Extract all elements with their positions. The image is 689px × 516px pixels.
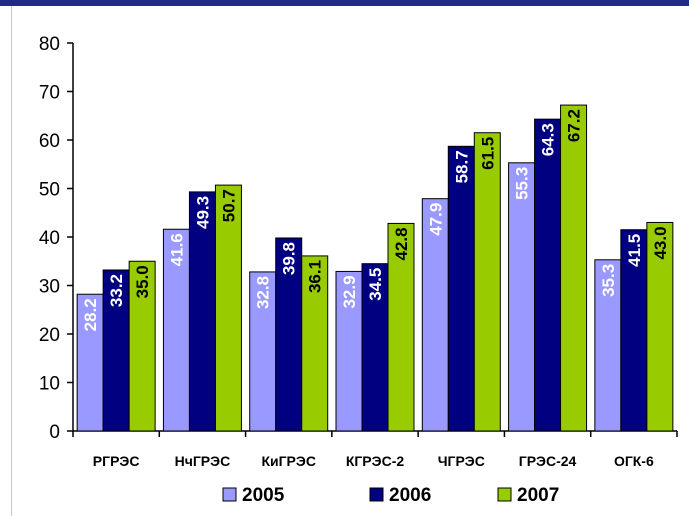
data-label: 32.9 (340, 275, 359, 308)
y-tick-label: 0 (49, 422, 60, 443)
x-tick-label: КГРЭС-2 (346, 453, 405, 469)
bar (275, 237, 303, 432)
y-tick-label: 70 (39, 83, 60, 104)
bar (560, 104, 588, 432)
bar (534, 118, 562, 432)
legend-item: 2006 (369, 485, 431, 506)
legend-item: 2005 (222, 485, 285, 506)
legend-item: 2007 (497, 485, 559, 506)
y-tick-label: 10 (39, 374, 60, 395)
x-tick-label: РГРЭС (93, 453, 140, 469)
bar (620, 229, 648, 432)
bar (249, 271, 277, 432)
data-label: 64.3 (539, 123, 558, 156)
top-rule (0, 0, 689, 6)
bar (128, 260, 156, 432)
bar (102, 269, 130, 432)
bar (162, 228, 190, 432)
data-label: 33.2 (107, 274, 126, 307)
data-label: 50.7 (219, 189, 238, 222)
data-label: 36.1 (306, 260, 325, 293)
legend-swatch (222, 487, 237, 502)
bar (646, 221, 674, 432)
data-label: 49.3 (193, 196, 212, 229)
y-tick-label: 30 (39, 277, 60, 298)
bar (361, 263, 389, 432)
bar (508, 162, 536, 432)
left-rule (11, 6, 12, 516)
x-tick-label: ОГК-6 (614, 453, 654, 469)
y-tick-label: 60 (39, 131, 60, 152)
y-axis: 0 10 20 30 40 50 60 70 80 (39, 34, 74, 443)
bars (76, 104, 674, 432)
x-axis: РГРЭС НчГРЭС КиГРЭС КГРЭС-2 ЧГРЭС ГРЭС-24 ОГК-… (72, 430, 678, 469)
y-tick-label: 20 (39, 325, 60, 346)
data-label: 39.8 (280, 242, 299, 275)
bar (473, 132, 501, 432)
bar (335, 270, 363, 432)
y-tick-label: 40 (39, 228, 60, 249)
data-label: 28.2 (81, 298, 100, 331)
y-tick-label: 80 (39, 34, 60, 55)
x-tick-label: НчГРЭС (175, 453, 231, 469)
data-label: 43.0 (651, 226, 670, 259)
bar (421, 198, 449, 432)
data-label: 67.2 (565, 109, 584, 142)
data-labels: 28.2 41.6 32.8 32.9 47.9 55.3 35.3 33.2 49.3 39.8… (81, 109, 670, 331)
data-label: 35.3 (599, 264, 618, 297)
data-label: 55.3 (513, 167, 532, 200)
bar (447, 145, 475, 432)
x-tick-label: КиГРЭС (261, 453, 316, 469)
bar (301, 255, 329, 432)
x-tick-label: ЧГРЭС (438, 453, 485, 469)
legend: 2005 2006 2007 (222, 485, 559, 506)
data-label: 61.5 (478, 137, 497, 170)
y-tick-label: 50 (39, 180, 60, 201)
data-label: 41.6 (167, 233, 186, 266)
data-label: 42.8 (392, 227, 411, 260)
bar (214, 184, 242, 432)
legend-label: 2006 (389, 485, 431, 506)
x-tick-label: ГРЭС-24 (519, 453, 577, 469)
data-label: 47.9 (426, 203, 445, 236)
data-label: 35.0 (133, 265, 152, 298)
bar (387, 222, 415, 432)
data-label: 58.7 (452, 150, 471, 183)
data-label: 32.8 (254, 276, 273, 309)
data-label: 34.5 (366, 268, 385, 301)
legend-label: 2005 (242, 485, 285, 506)
legend-swatch (369, 487, 384, 502)
bar (594, 259, 622, 432)
legend-label: 2007 (517, 485, 559, 506)
bar (188, 191, 216, 432)
data-label: 41.5 (625, 234, 644, 267)
legend-swatch (497, 487, 512, 502)
